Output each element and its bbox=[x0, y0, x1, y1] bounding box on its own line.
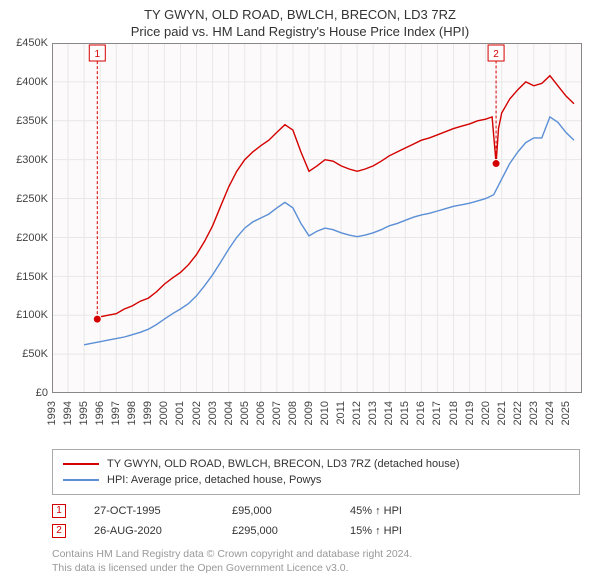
x-tick-label: 2002 bbox=[191, 401, 203, 425]
x-axis-labels: 1993199419951996199719981999200020012002… bbox=[52, 397, 582, 437]
x-tick-label: 2017 bbox=[431, 401, 443, 425]
footer-line-2: This data is licensed under the Open Gov… bbox=[52, 561, 580, 575]
x-tick-label: 1999 bbox=[142, 401, 154, 425]
x-tick-label: 2012 bbox=[351, 401, 363, 425]
y-tick-label: £200K bbox=[2, 232, 48, 244]
y-tick-label: £400K bbox=[2, 76, 48, 88]
x-tick-label: 2023 bbox=[528, 401, 540, 425]
x-tick-label: 2025 bbox=[560, 401, 572, 425]
marker-price: £95,000 bbox=[232, 505, 322, 517]
legend-item: TY GWYN, OLD ROAD, BWLCH, BRECON, LD3 7R… bbox=[63, 456, 569, 472]
marker-price: £295,000 bbox=[232, 525, 322, 537]
x-tick-label: 2001 bbox=[174, 401, 186, 425]
x-tick-label: 1996 bbox=[94, 401, 106, 425]
x-tick-label: 2011 bbox=[335, 401, 347, 425]
footer: Contains HM Land Registry data © Crown c… bbox=[52, 547, 580, 575]
x-tick-label: 2015 bbox=[399, 401, 411, 425]
y-tick-label: £50K bbox=[2, 348, 48, 360]
legend-swatch bbox=[63, 479, 99, 481]
x-tick-label: 2024 bbox=[544, 401, 556, 425]
marker-num-1: 1 bbox=[95, 49, 101, 60]
x-tick-label: 2005 bbox=[239, 401, 251, 425]
marker-table-box: 1 bbox=[52, 504, 66, 518]
x-tick-label: 2004 bbox=[223, 401, 235, 425]
x-tick-label: 2019 bbox=[464, 401, 476, 425]
legend: TY GWYN, OLD ROAD, BWLCH, BRECON, LD3 7R… bbox=[52, 449, 580, 495]
chart-container: TY GWYN, OLD ROAD, BWLCH, BRECON, LD3 7R… bbox=[0, 0, 600, 560]
marker-date: 26-AUG-2020 bbox=[94, 525, 204, 537]
marker-table-box: 2 bbox=[52, 524, 66, 538]
y-tick-label: £250K bbox=[2, 193, 48, 205]
x-tick-label: 2007 bbox=[271, 401, 283, 425]
marker-table-row: 2 26-AUG-2020 £295,000 15% ↑ HPI bbox=[52, 521, 580, 541]
legend-item: HPI: Average price, detached house, Powy… bbox=[63, 472, 569, 488]
legend-label: TY GWYN, OLD ROAD, BWLCH, BRECON, LD3 7R… bbox=[107, 458, 460, 470]
x-tick-label: 2009 bbox=[303, 401, 315, 425]
x-tick-label: 2022 bbox=[512, 401, 524, 425]
chart-area: £0£50K£100K£150K£200K£250K£300K£350K£400… bbox=[52, 43, 582, 393]
x-tick-label: 1998 bbox=[126, 401, 138, 425]
marker-delta: 45% ↑ HPI bbox=[350, 505, 460, 517]
marker-table: 1 27-OCT-1995 £95,000 45% ↑ HPI 2 26-AUG-2020… bbox=[52, 501, 580, 541]
x-tick-label: 2013 bbox=[367, 401, 379, 425]
y-axis-labels: £0£50K£100K£150K£200K£250K£300K£350K£400… bbox=[2, 43, 48, 393]
x-tick-label: 2021 bbox=[496, 401, 508, 425]
x-tick-label: 2020 bbox=[480, 401, 492, 425]
legend-swatch bbox=[63, 463, 99, 465]
chart-title: TY GWYN, OLD ROAD, BWLCH, BRECON, LD3 7R… bbox=[0, 0, 600, 24]
y-tick-label: £150K bbox=[2, 271, 48, 283]
chart-subtitle: Price paid vs. HM Land Registry's House … bbox=[0, 24, 600, 43]
marker-table-row: 1 27-OCT-1995 £95,000 45% ↑ HPI bbox=[52, 501, 580, 521]
x-tick-label: 2003 bbox=[207, 401, 219, 425]
x-tick-label: 2014 bbox=[383, 401, 395, 425]
marker-num-2: 2 bbox=[493, 49, 499, 60]
x-tick-label: 2016 bbox=[415, 401, 427, 425]
y-tick-label: £350K bbox=[2, 115, 48, 127]
y-tick-label: £300K bbox=[2, 154, 48, 166]
x-tick-label: 2008 bbox=[287, 401, 299, 425]
legend-label: HPI: Average price, detached house, Powy… bbox=[107, 474, 321, 486]
footer-line-1: Contains HM Land Registry data © Crown c… bbox=[52, 547, 580, 561]
x-tick-label: 2018 bbox=[448, 401, 460, 425]
x-tick-label: 1997 bbox=[110, 401, 122, 425]
x-tick-label: 1995 bbox=[78, 401, 90, 425]
chart-plot: 12 bbox=[52, 43, 582, 393]
x-tick-label: 2000 bbox=[158, 401, 170, 425]
x-tick-label: 1993 bbox=[46, 401, 58, 425]
marker-date: 27-OCT-1995 bbox=[94, 505, 204, 517]
plot-background bbox=[52, 43, 582, 393]
x-tick-label: 1994 bbox=[62, 401, 74, 425]
y-tick-label: £100K bbox=[2, 309, 48, 321]
y-tick-label: £0 bbox=[2, 387, 48, 399]
y-tick-label: £450K bbox=[2, 37, 48, 49]
marker-delta: 15% ↑ HPI bbox=[350, 525, 460, 537]
x-tick-label: 2010 bbox=[319, 401, 331, 425]
x-tick-label: 2006 bbox=[255, 401, 267, 425]
